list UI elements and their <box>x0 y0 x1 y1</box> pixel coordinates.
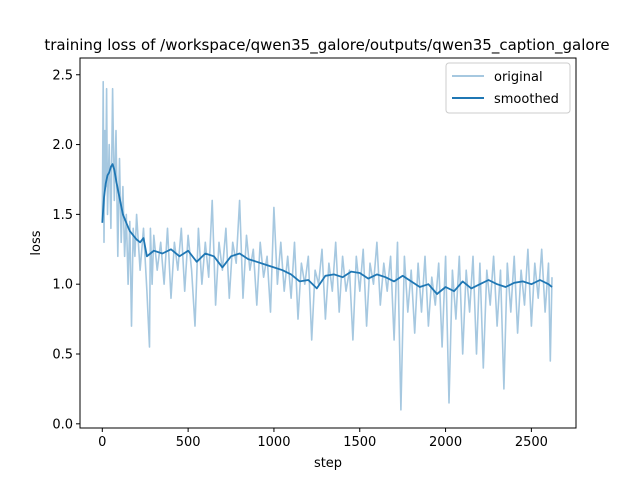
x-tick-label: 2000 <box>429 435 462 450</box>
y-tick-label: 0.0 <box>52 417 73 432</box>
x-tick-label: 0 <box>98 435 106 450</box>
x-tick-label: 2500 <box>515 435 548 450</box>
series-layer <box>101 80 553 411</box>
legend: original smoothed <box>445 62 571 114</box>
plot-area <box>80 58 576 428</box>
x-axis: 0 500 1000 1500 2000 2500 <box>98 428 548 450</box>
x-axis-label: step <box>314 456 342 471</box>
x-tick-label: 1500 <box>343 435 376 450</box>
legend-label-smoothed: smoothed <box>494 92 559 107</box>
chart-title: training loss of /workspace/qwen35_galor… <box>44 36 609 55</box>
y-tick-label: 2.0 <box>52 138 73 153</box>
legend-label-original: original <box>494 70 543 85</box>
y-tick-label: 0.5 <box>52 348 73 363</box>
series-line-smoothed <box>101 163 553 295</box>
y-tick-label: 1.0 <box>52 278 73 293</box>
y-axis: 0.0 0.5 1.0 1.5 2.0 2.5 <box>52 68 80 432</box>
x-tick-label: 500 <box>176 435 201 450</box>
plot-border <box>79 57 577 429</box>
y-axis-label: loss <box>29 230 44 255</box>
series-line-original <box>101 80 553 411</box>
x-tick-label: 1000 <box>257 435 290 450</box>
y-tick-label: 1.5 <box>52 208 73 223</box>
y-tick-label: 2.5 <box>52 68 73 83</box>
